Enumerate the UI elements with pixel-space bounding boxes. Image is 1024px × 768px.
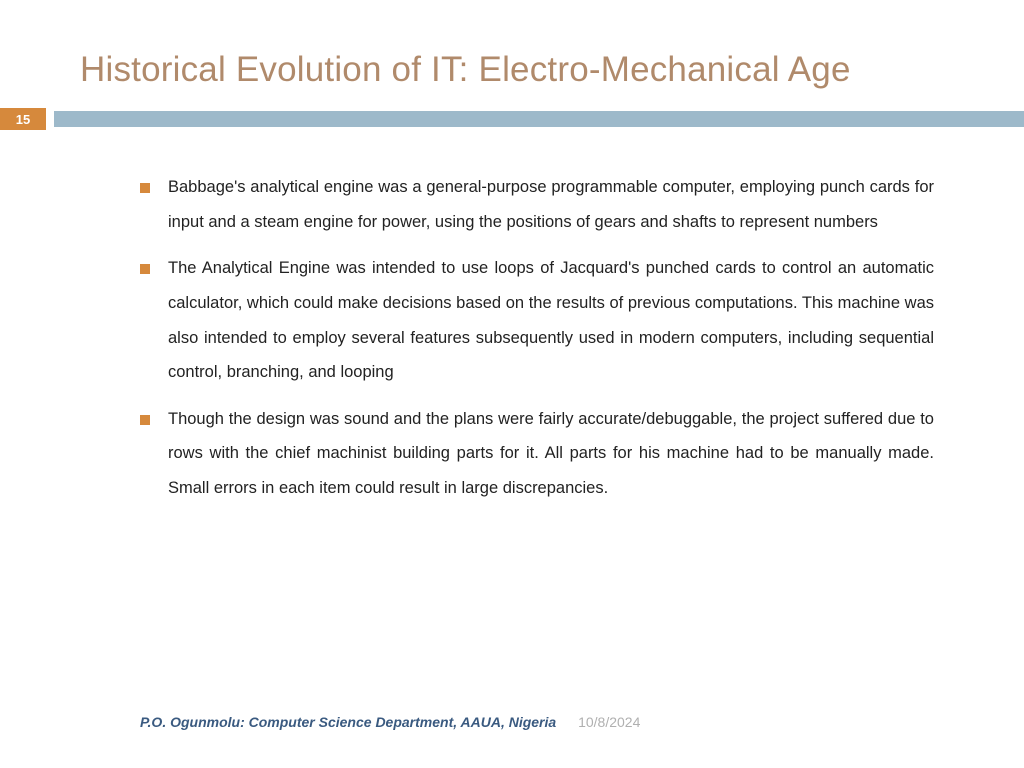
bullet-item: Though the design was sound and the plan… xyxy=(140,402,934,506)
page-number-badge: 15 xyxy=(0,108,46,130)
footer-date: 10/8/2024 xyxy=(578,714,640,730)
bullet-list: Babbage's analytical engine was a genera… xyxy=(140,170,934,506)
accent-stripe xyxy=(54,111,1024,127)
slide-title: Historical Evolution of IT: Electro-Mech… xyxy=(0,0,1024,108)
bullet-item: Babbage's analytical engine was a genera… xyxy=(140,170,934,239)
bullet-item: The Analytical Engine was intended to us… xyxy=(140,251,934,390)
footer: P.O. Ogunmolu: Computer Science Departme… xyxy=(140,714,640,730)
title-band: 15 xyxy=(0,108,1024,130)
slide: Historical Evolution of IT: Electro-Mech… xyxy=(0,0,1024,768)
content-area: Babbage's analytical engine was a genera… xyxy=(0,170,1024,506)
footer-author: P.O. Ogunmolu: Computer Science Departme… xyxy=(140,714,556,730)
